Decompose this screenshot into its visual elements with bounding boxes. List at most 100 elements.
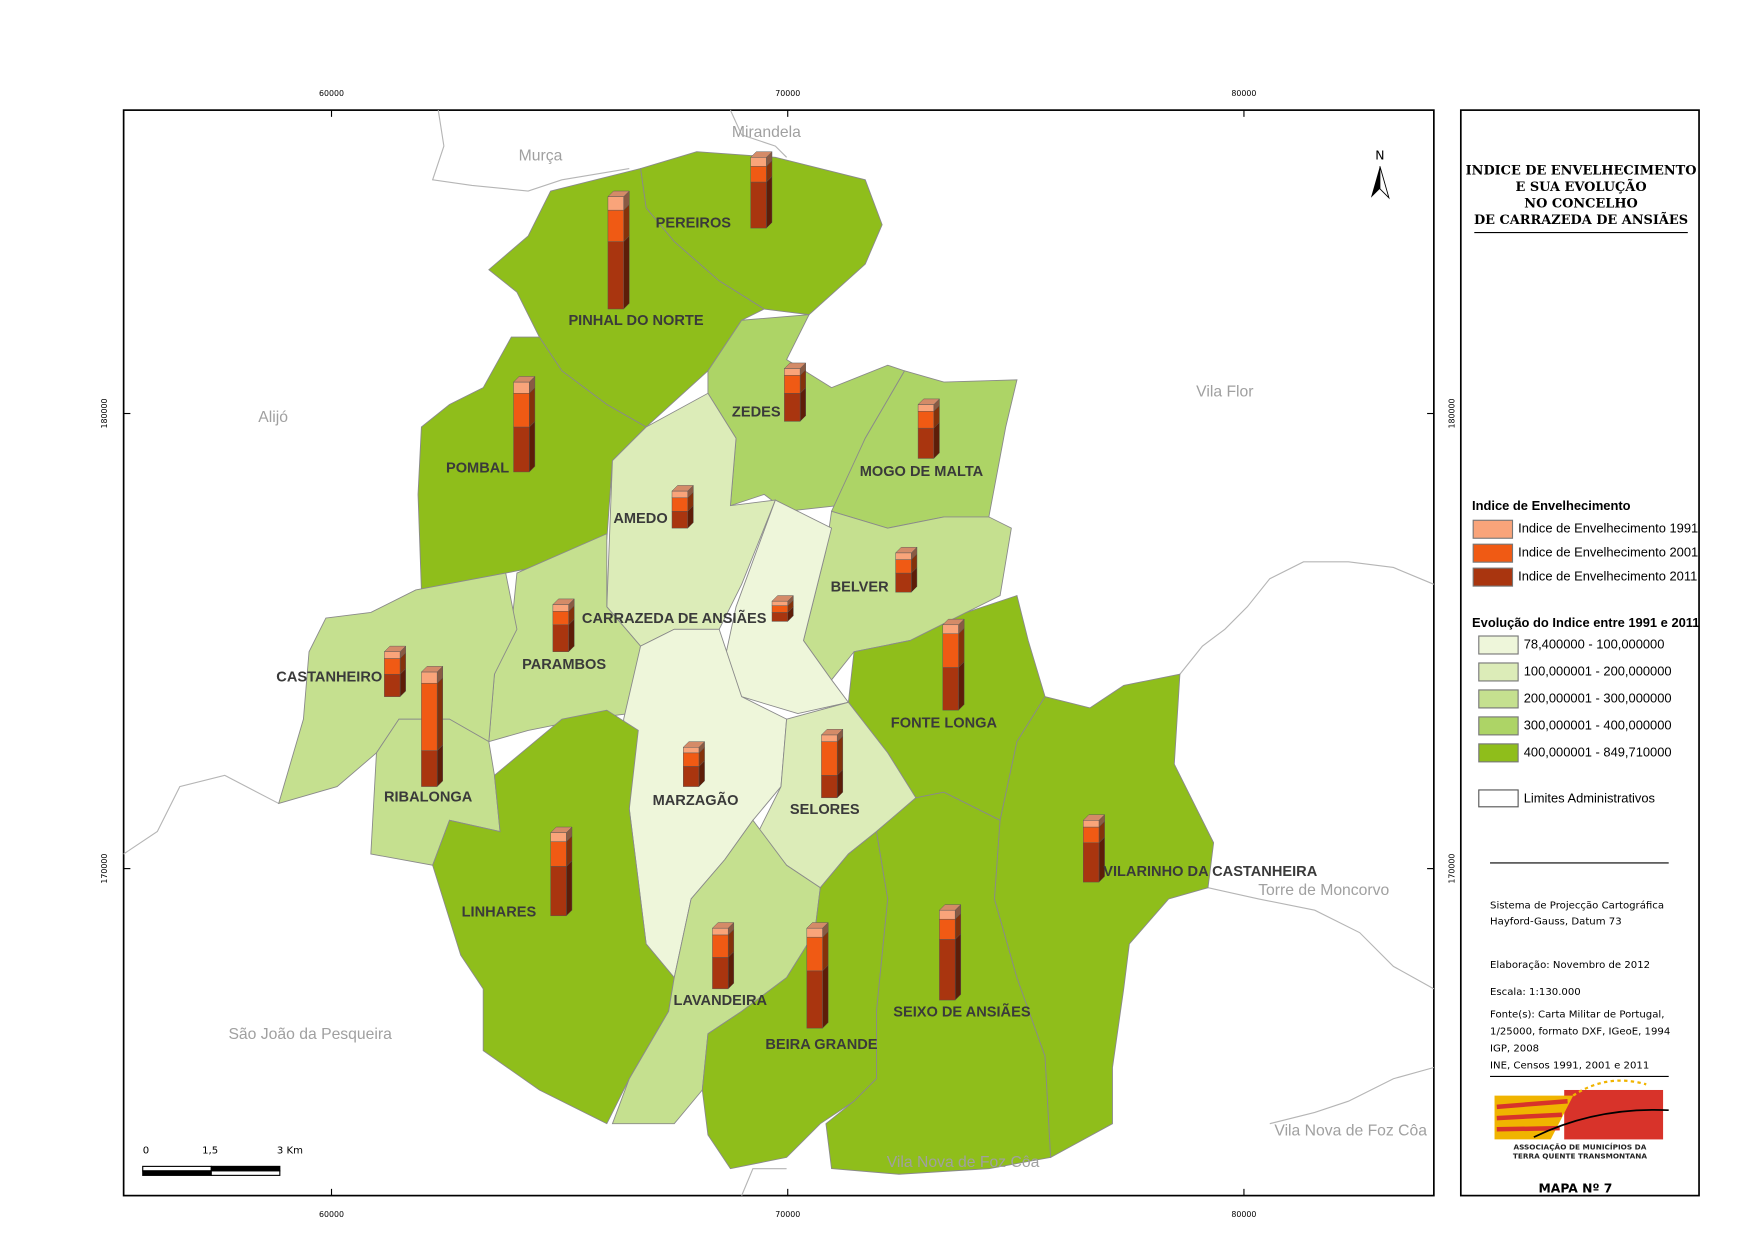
bar-segment: [821, 734, 838, 742]
parish-label: CASTANHEIRO: [276, 669, 382, 685]
legend-swatch: [1478, 743, 1519, 763]
bar-segment: [384, 651, 401, 659]
bar-side: [822, 930, 829, 972]
bar-segment: [939, 918, 956, 940]
legend-swatch: [1478, 635, 1519, 655]
bar-segment: [712, 927, 729, 936]
bar-segment: [513, 426, 530, 473]
bar-segment: [917, 427, 935, 459]
info-line: Sistema de Projecção Cartográfica: [1490, 900, 1664, 912]
neighbor-label: Vila Nova de Foz Côa: [887, 1154, 1040, 1171]
info-line: Hayford-Gauss, Datum 73: [1490, 916, 1622, 927]
info-line: 1/25000, formato DXF, IGeoE, 1994: [1490, 1027, 1670, 1038]
bar-segment: [750, 157, 767, 167]
bar-segment: [683, 766, 700, 787]
bar-side: [766, 175, 773, 229]
map-title: E SUA EVOLUÇÃO: [1516, 179, 1647, 195]
bar-segment: [550, 841, 567, 867]
bar-segment: [942, 667, 959, 711]
bar-side: [529, 420, 536, 473]
bar-segment: [550, 832, 567, 842]
bar-top: [938, 904, 962, 911]
easting-label: 60000: [319, 89, 344, 98]
bar-top: [820, 729, 844, 736]
parish-label: VILARINHO DA CASTANHEIRA: [1103, 864, 1317, 880]
parish-label: PARAMBOS: [522, 657, 606, 673]
legend-title: Evolução do Indice entre 1991 e 2011: [1472, 615, 1699, 630]
bar-top: [383, 645, 407, 652]
parish-area: [825, 791, 1052, 1175]
legend-label: Indice de Envelhecimento 1991: [1518, 521, 1698, 536]
bar-segment: [671, 511, 688, 529]
admin-boundaries: [123, 109, 1435, 1196]
bar-segment: [671, 497, 688, 512]
bar-side: [933, 421, 940, 460]
parish-label: MOGO DE MALTA: [860, 464, 984, 480]
parish-label: LINHARES: [462, 904, 537, 920]
limits-swatch: [1478, 789, 1519, 808]
logo-text: ASSOCIAÇÃO DE MUNICÍPIOS DA: [1513, 1142, 1646, 1151]
bar-segment: [384, 673, 401, 697]
bar-side: [958, 627, 965, 669]
parish-label: FONTE LONGA: [891, 716, 998, 732]
bar-side: [836, 735, 844, 776]
bar-segment: [552, 611, 569, 625]
bar-top: [771, 595, 794, 602]
bar-top: [942, 618, 965, 625]
bar-segment: [942, 633, 959, 668]
legend-swatch: [1478, 716, 1519, 736]
bar-segment: [552, 604, 569, 612]
bar-segment: [712, 934, 729, 958]
bar-top: [750, 151, 773, 158]
bar-top: [806, 922, 829, 929]
bar-segment: [939, 939, 956, 1001]
parish-label: SEIXO DE ANSIÃES: [893, 1002, 1031, 1020]
bar-segment: [421, 682, 438, 751]
legend-swatch: [1472, 519, 1514, 539]
easting-label: 80000: [1231, 89, 1256, 98]
bar-segment: [384, 658, 401, 675]
map-title: DE CARRAZEDA DE ANSIÃES: [1474, 212, 1688, 228]
legend-label: Limites Administrativos: [1524, 790, 1655, 805]
northing-label: 180000: [100, 399, 109, 429]
legend-label: 300,000001 - 400,000000: [1524, 717, 1672, 732]
bar-segment: [806, 927, 823, 938]
northing-label: 170000: [100, 854, 109, 884]
bar-segment: [1083, 820, 1100, 828]
bar-segment: [552, 624, 569, 652]
north-label: N: [1375, 149, 1384, 163]
parish-area: [994, 673, 1215, 1159]
neighbor-label: Vila Nova de Foz Côa: [1274, 1123, 1427, 1140]
bar-side: [958, 661, 965, 711]
bar-top: [671, 485, 694, 492]
bar-segment: [784, 375, 801, 394]
bar-segment: [942, 624, 959, 634]
bar-side: [623, 235, 630, 310]
parish-label: AMEDO: [613, 511, 667, 527]
legend-swatch: [1478, 689, 1519, 709]
map-title: NO CONCELHO: [1524, 196, 1637, 211]
legend-swatch: [1478, 662, 1519, 682]
bar-top: [550, 826, 573, 833]
northing-label: 180000: [1447, 399, 1456, 429]
bar-segment: [421, 750, 438, 787]
bar-side: [822, 964, 829, 1029]
bar-top: [552, 598, 575, 605]
bar-segment: [821, 775, 838, 799]
legend-label: 100,000001 - 200,000000: [1524, 663, 1672, 678]
bar-top: [513, 376, 536, 383]
parish-label: PEREIROS: [656, 215, 732, 231]
info-line: IGP, 2008: [1490, 1043, 1539, 1054]
bar-side: [436, 744, 443, 788]
bar-top: [711, 922, 735, 929]
bar-side: [954, 933, 962, 1001]
bar-segment: [771, 612, 788, 622]
logo: [1494, 1079, 1669, 1140]
scale-label: 0: [143, 1146, 149, 1157]
parish-label: BEIRA GRANDE: [765, 1037, 877, 1053]
bar-side: [436, 677, 443, 752]
neighbor-label: Mirandela: [732, 124, 801, 141]
bar-segment: [712, 957, 729, 990]
bar-segment: [939, 909, 956, 920]
map-title: INDICE DE ENVELHECIMENTO: [1466, 163, 1697, 178]
